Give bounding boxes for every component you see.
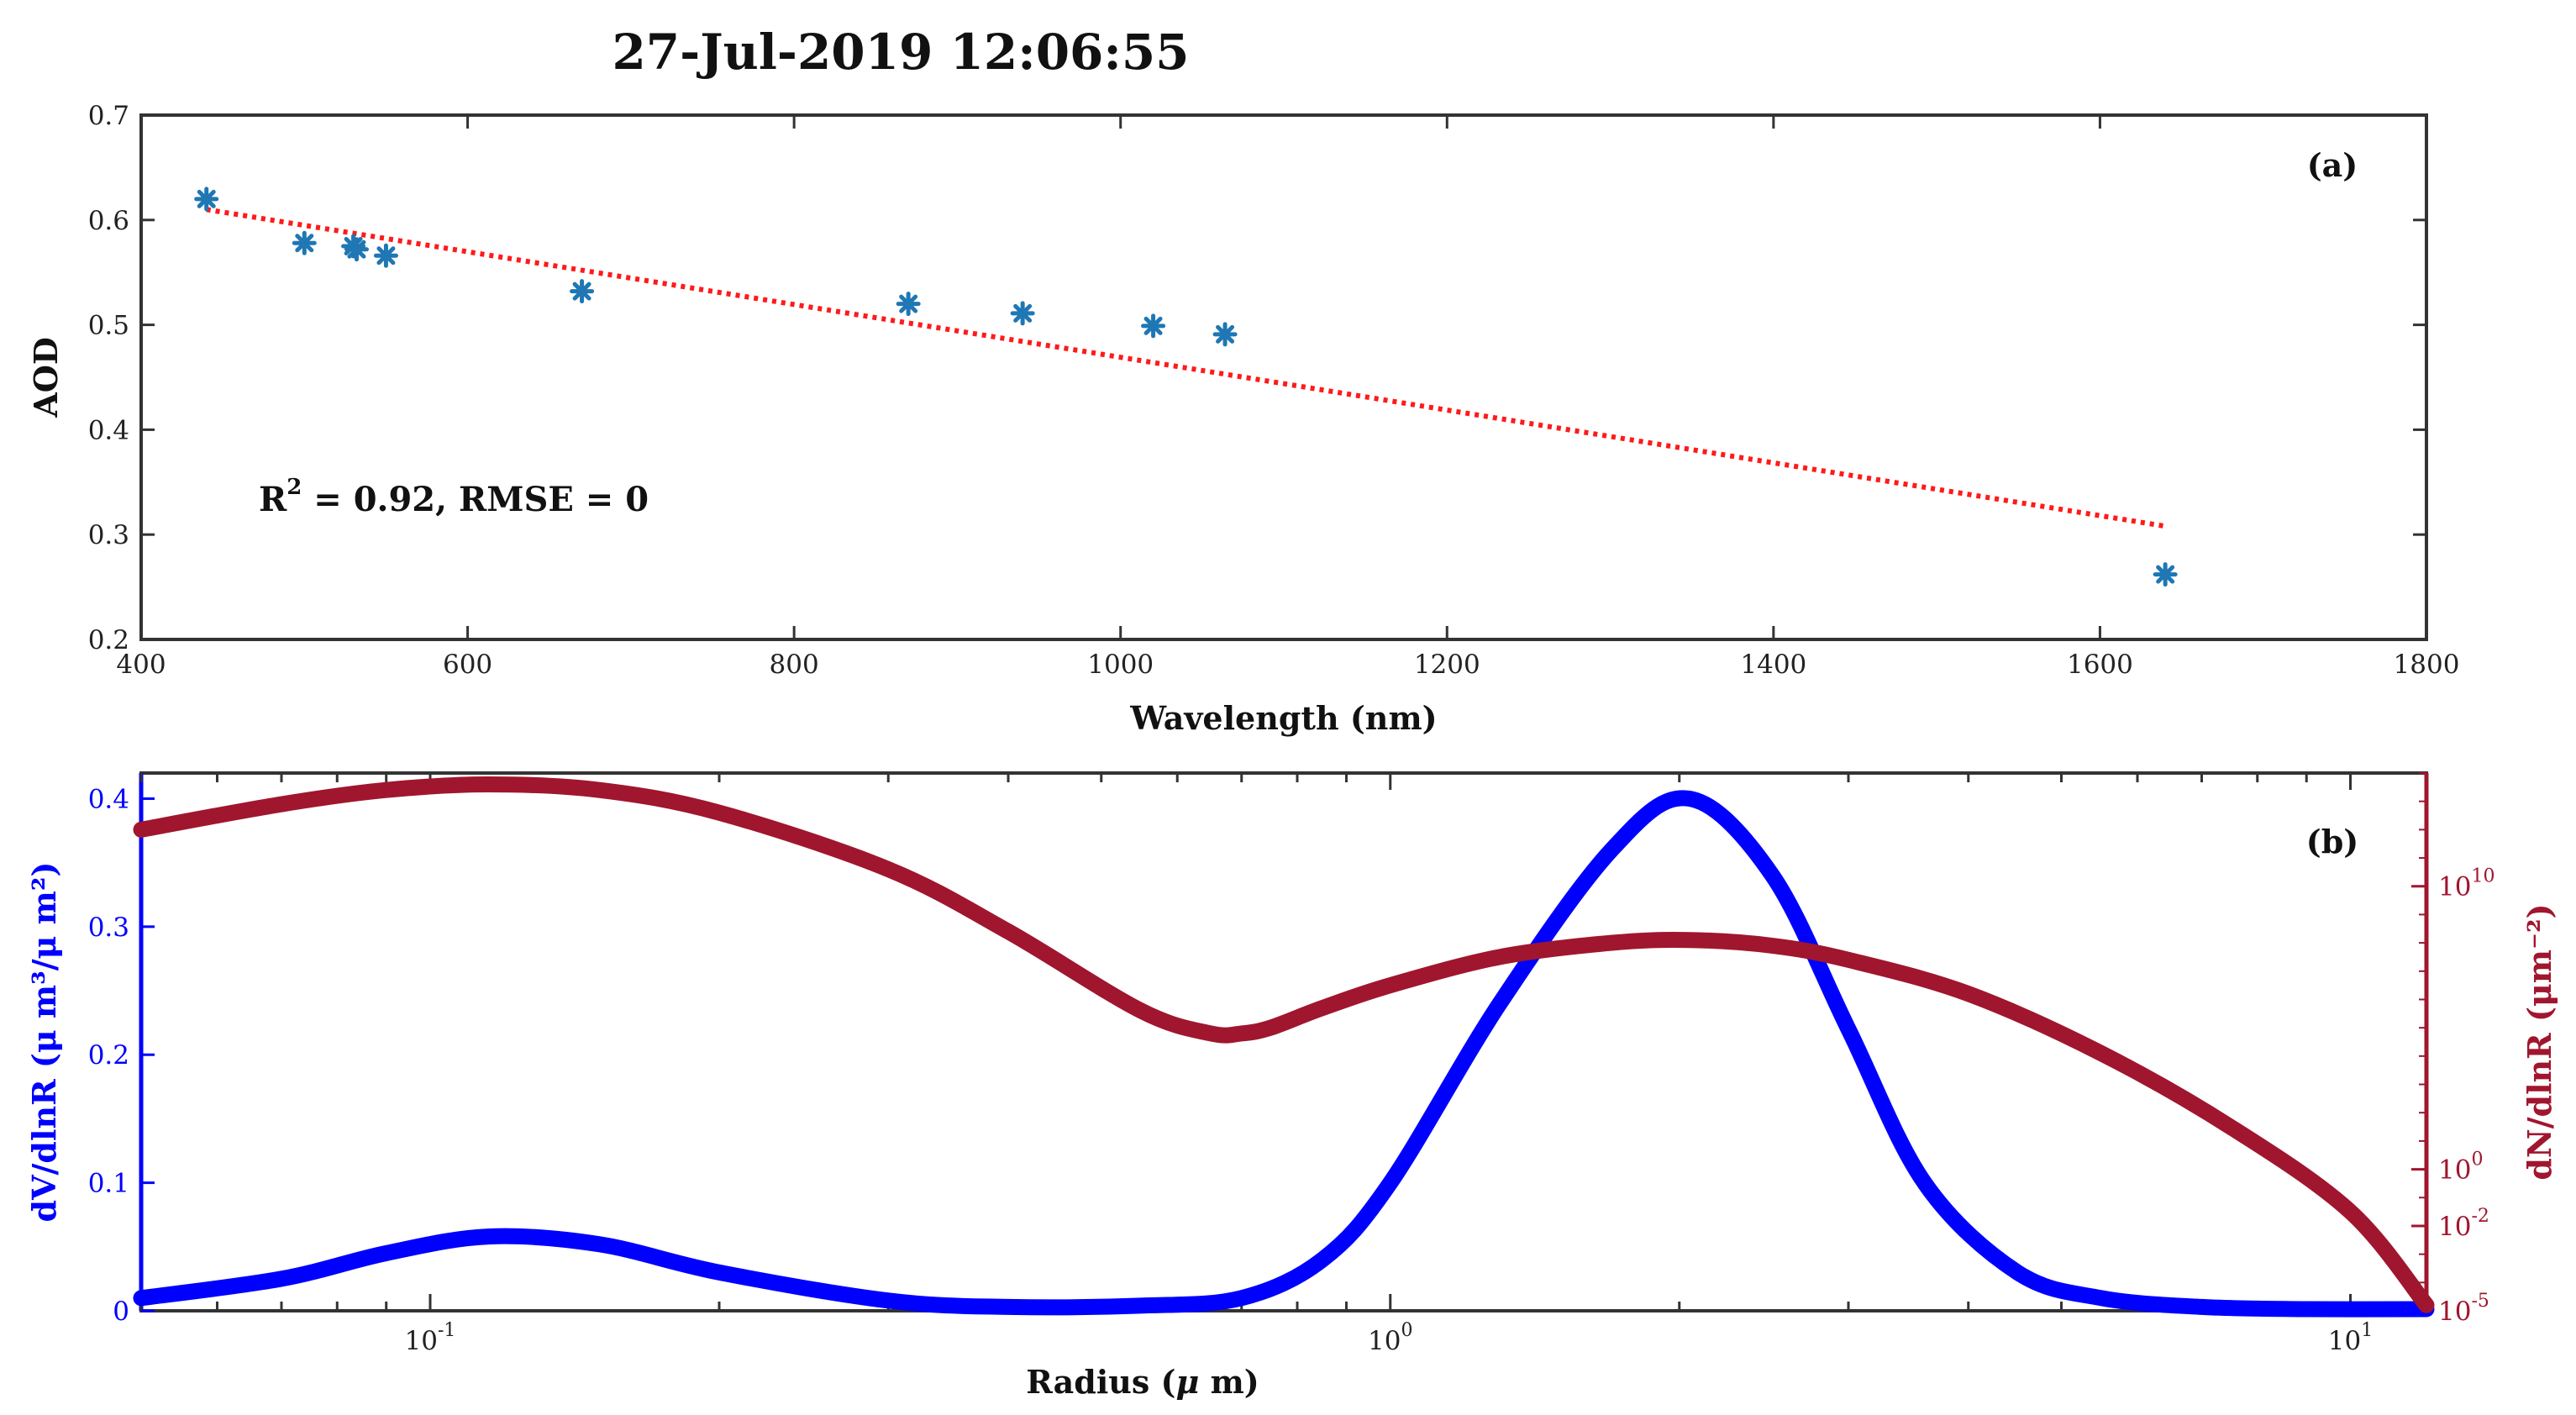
panel-a-x-label: Wavelength (nm) bbox=[1129, 699, 1437, 737]
y-tick-label: 0.2 bbox=[88, 625, 129, 655]
right-y-tick-label: 100 bbox=[2438, 1149, 2483, 1186]
aod-data-point bbox=[896, 292, 921, 317]
panel-a-points bbox=[194, 187, 2178, 587]
panel-b-x-label-mu: μ bbox=[1176, 1363, 1200, 1401]
left-y-tick-label: 0.2 bbox=[88, 1040, 129, 1070]
panel-b-left-y-label: dV/dlnR (μ m³/μ m²) bbox=[25, 861, 63, 1222]
left-y-tick-label: 0.3 bbox=[88, 913, 129, 943]
right-y-tick-label: 1010 bbox=[2438, 866, 2495, 902]
panel-a-fit-line-group bbox=[206, 207, 2166, 529]
panel-b-x-label-suffix: m) bbox=[1199, 1363, 1259, 1401]
aod-data-point bbox=[1010, 301, 1035, 326]
volume-distribution-curve bbox=[133, 790, 2435, 1318]
aod-data-point bbox=[1212, 322, 1238, 347]
panel-b-right-y-label: dN/dlnR (μm⁻²) bbox=[2521, 903, 2558, 1180]
panel-b-x-label-prefix: Radius ( bbox=[1026, 1363, 1175, 1401]
panel-a-label: (a) bbox=[2307, 146, 2358, 184]
y-tick-label: 0.6 bbox=[88, 206, 129, 236]
y-tick-label: 0.7 bbox=[88, 101, 129, 131]
x-tick-label: 400 bbox=[116, 650, 166, 680]
panel-b-curves bbox=[133, 776, 2435, 1318]
left-y-tick-label: 0 bbox=[113, 1297, 129, 1327]
x-tick-label: 1000 bbox=[1087, 650, 1154, 680]
left-y-tick-label: 0.1 bbox=[88, 1169, 129, 1199]
aod-data-point bbox=[344, 237, 369, 262]
log-x-tick-label: 10-1 bbox=[405, 1320, 456, 1356]
number-distribution-curve bbox=[133, 776, 2435, 1313]
x-tick-label: 600 bbox=[443, 650, 492, 680]
x-tick-label: 1800 bbox=[2394, 650, 2460, 680]
left-y-tick-label: 0.4 bbox=[88, 784, 129, 814]
panel-b-label: (b) bbox=[2306, 823, 2359, 860]
aod-data-point bbox=[570, 279, 595, 304]
y-tick-label: 0.3 bbox=[88, 520, 129, 550]
log-x-tick-label: 100 bbox=[1368, 1320, 1412, 1356]
r2-exponent: 2 bbox=[287, 475, 302, 500]
r2-letter: R bbox=[259, 480, 287, 519]
right-y-tick-label: 10-5 bbox=[2438, 1291, 2489, 1327]
y-tick-label: 0.5 bbox=[88, 311, 129, 341]
panel-a-frame bbox=[139, 113, 2428, 641]
r2-rmse-text: = 0.92, RMSE = 0 bbox=[302, 480, 649, 519]
panel-b-x-label: Radius (μ m) bbox=[1026, 1363, 1259, 1401]
aod-data-point bbox=[373, 243, 398, 268]
aod-data-point bbox=[1141, 313, 1166, 339]
x-tick-label: 1600 bbox=[2067, 650, 2133, 680]
y-tick-label: 0.4 bbox=[88, 415, 129, 445]
figure-title: 27-Jul-2019 12:06:55 bbox=[612, 24, 1189, 81]
r2-rmse-annotation: R2 = 0.92, RMSE = 0 bbox=[259, 475, 649, 519]
aod-data-point bbox=[194, 187, 219, 212]
aod-data-point bbox=[2153, 562, 2178, 587]
x-tick-label: 800 bbox=[770, 650, 819, 680]
panel-a-y-label: AOD bbox=[27, 337, 65, 418]
right-y-tick-label: 10-2 bbox=[2438, 1206, 2489, 1242]
aod-data-point bbox=[292, 230, 317, 255]
x-tick-label: 1200 bbox=[1414, 650, 1480, 680]
panel-a-aod-plot: 400 600 800 1000 1200 1400 1600 1800 0.2 0.3 0.4 0.… bbox=[27, 101, 2459, 737]
x-tick-label: 1400 bbox=[1740, 650, 1806, 680]
panel-a-ticks: 400 600 800 1000 1200 1400 1600 1800 0.2 0.3 0.4 0.… bbox=[88, 101, 2460, 680]
log-x-tick-label: 101 bbox=[2328, 1320, 2373, 1356]
linear-fit-line bbox=[206, 207, 2166, 529]
